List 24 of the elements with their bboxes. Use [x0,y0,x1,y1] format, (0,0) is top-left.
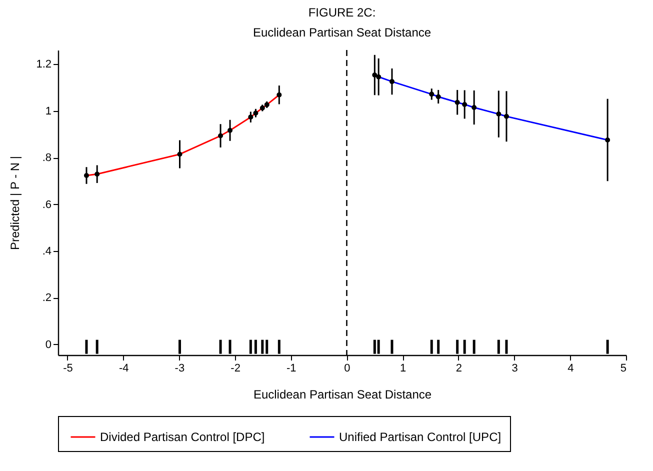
x-tick-label: 1 [400,362,406,374]
chart-title: FIGURE 2C: [308,5,376,20]
x-tick-label: -4 [118,362,129,374]
y-tick-label: 1.2 [36,58,52,71]
y-tick-label: .6 [42,198,52,211]
chart-subtitle: Euclidean Partisan Seat Distance [252,25,432,40]
y-tick-label: 1 [45,105,52,118]
x-tick-label: 2 [456,362,462,374]
x-tick-label: -3 [174,362,185,374]
x-tick-label: 5 [620,362,626,374]
y-axis-title: Predicted | P - N | [8,156,22,250]
legend-label: Divided Partisan Control [DPC] [100,430,265,444]
x-tick-label: -2 [230,362,240,374]
y-tick-label: .2 [42,292,52,304]
x-tick-label: 3 [512,362,518,374]
y-tick-label: .4 [42,245,52,258]
y-tick-label: 0 [45,338,52,351]
x-tick-label: -1 [286,362,296,374]
x-tick-label: 0 [344,362,350,374]
x-tick-label: -5 [63,362,73,374]
y-tick-label: .8 [42,152,52,164]
x-tick-label: 4 [568,362,574,374]
legend-label: Unified Partisan Control [UPC] [339,430,502,444]
x-axis-title: Euclidean Partisan Seat Distance [253,388,432,402]
